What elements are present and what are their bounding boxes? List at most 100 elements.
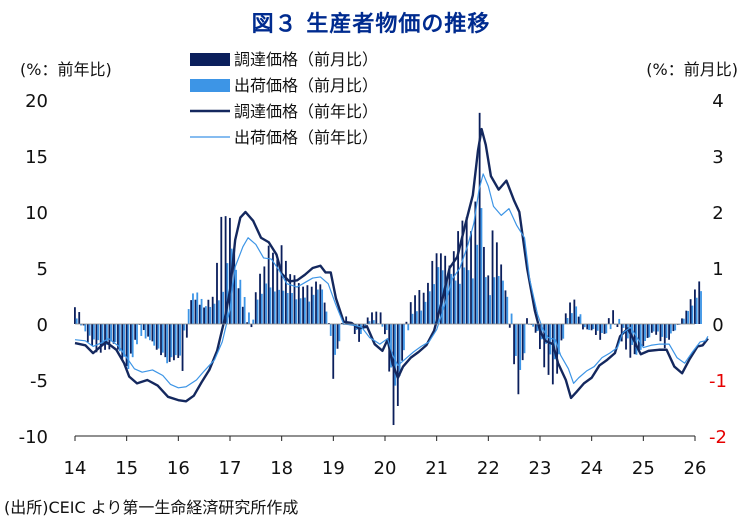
procure_mom-bar — [418, 290, 421, 324]
procure_mom-bar — [405, 321, 408, 324]
procure_mom-bar — [625, 324, 627, 350]
procure_mom-bar — [173, 324, 175, 361]
right-axis-unit: (%：前月比) — [646, 60, 738, 79]
procure_mom-bar — [353, 324, 356, 335]
ship_mom-bar — [601, 324, 603, 333]
ship_mom-bar — [252, 319, 255, 324]
ship_mom-bar — [502, 280, 504, 324]
procure_mom-bar — [310, 286, 313, 324]
procure_mom-bar — [177, 324, 180, 358]
x-tick-label: 19 — [322, 458, 345, 479]
procure_mom-bar — [392, 324, 395, 426]
ship_mom-bar — [248, 312, 250, 324]
ship_mom-bar — [187, 309, 190, 324]
procure_mom-bar — [564, 313, 567, 324]
procure_mom-bar — [659, 324, 662, 342]
ship_mom-bar — [446, 276, 448, 324]
procure_mom-bar — [289, 274, 292, 324]
procure_mom-bar — [302, 286, 305, 324]
ship_mom-bar — [635, 324, 638, 355]
procure_mom-bar — [185, 324, 188, 338]
procure_mom-bar — [207, 299, 210, 324]
line-layer — [74, 127, 709, 403]
procure_mom-bar — [594, 324, 597, 335]
procure_mom-bar — [284, 260, 287, 324]
procure_mom-bar — [194, 299, 197, 324]
ship_mom-bar — [196, 292, 199, 324]
ship_mom-bar — [596, 324, 599, 331]
ship_mom-bar — [140, 324, 143, 336]
y-right-tick-label: 4 — [712, 91, 723, 112]
ship_mom-bar — [532, 324, 535, 327]
ship_mom-bar — [437, 267, 440, 324]
procure_mom-bar — [491, 230, 494, 324]
ship_mom-bar — [308, 301, 311, 324]
procure_mom-bar — [95, 324, 98, 353]
ship_mom-bar — [592, 324, 595, 330]
procure_mom-bar — [254, 292, 257, 324]
ship_mom-bar — [433, 284, 435, 324]
procure_mom-bar — [297, 283, 300, 324]
y-right-tick-label: 3 — [712, 147, 723, 168]
y-right-tick-label: 0 — [712, 315, 723, 336]
ship_mom-bar — [523, 324, 526, 354]
ship_mom-bar — [514, 324, 517, 356]
procure_mom-bar — [470, 231, 472, 324]
procure_mom-bar — [259, 273, 261, 324]
ship_mom-bar — [682, 318, 685, 324]
ship_mom-bar — [411, 313, 414, 324]
procure_mom-bar — [668, 324, 670, 340]
procure_mom-bar — [457, 231, 460, 324]
ship_mom-bar — [648, 324, 651, 338]
procure_mom-bar — [233, 249, 236, 324]
procure_mom-bar — [543, 324, 546, 368]
ship_mom-bar — [570, 313, 573, 324]
ship_mom-bar — [463, 267, 466, 324]
ship_mom-bar — [183, 324, 186, 331]
ship_mom-bar — [97, 324, 100, 341]
procure_mom-bar — [663, 324, 666, 349]
procure_yoy-line — [74, 127, 709, 403]
ship_mom-bar — [368, 321, 371, 324]
x-tick-label: 24 — [580, 458, 603, 479]
ship_mom-bar — [639, 324, 642, 350]
ship_yoy-line — [74, 173, 709, 389]
ship_mom-bar — [609, 324, 612, 330]
procure_mom-bar — [366, 317, 369, 324]
procure_mom-bar — [241, 306, 244, 324]
ship_mom-bar — [575, 306, 578, 324]
ship_mom-bar — [312, 294, 315, 324]
procure_mom-bar — [82, 324, 85, 326]
ship_mom-bar — [519, 324, 522, 370]
procure_mom-bar — [409, 302, 412, 324]
ship_mom-bar — [489, 295, 491, 324]
ship_mom-bar — [700, 291, 702, 324]
ship_mom-bar — [278, 289, 280, 324]
legend-label-ship-mom: 出荷価格（前月比） — [234, 76, 378, 95]
procure_mom-bar — [237, 288, 240, 324]
procure_mom-bar — [319, 284, 322, 324]
procure_mom-bar — [560, 324, 563, 341]
ship_mom-bar — [407, 324, 410, 331]
ship_mom-bar — [510, 313, 513, 324]
x-tick-label: 14 — [64, 458, 87, 479]
ship_mom-bar — [390, 324, 392, 368]
procure_mom-bar — [607, 318, 610, 324]
procure_mom-bar — [655, 324, 658, 335]
procure_mom-bar — [216, 262, 218, 324]
ship_mom-bar — [269, 287, 272, 324]
legend-label-procure-yoy: 調達価格（前年比） — [234, 102, 378, 121]
ship_mom-bar — [127, 324, 130, 370]
procure_mom-bar — [250, 324, 253, 328]
ship_mom-bar — [428, 291, 431, 324]
ship_mom-bar — [471, 278, 474, 324]
ship_mom-bar — [588, 324, 590, 331]
procure_mom-bar — [586, 324, 589, 330]
procure_mom-bar — [108, 324, 111, 350]
ship_mom-bar — [131, 324, 134, 358]
procure_mom-bar — [336, 324, 339, 349]
ship_mom-bar — [153, 324, 156, 346]
procure_mom-bar — [142, 324, 145, 331]
ship_mom-bar — [583, 324, 586, 328]
